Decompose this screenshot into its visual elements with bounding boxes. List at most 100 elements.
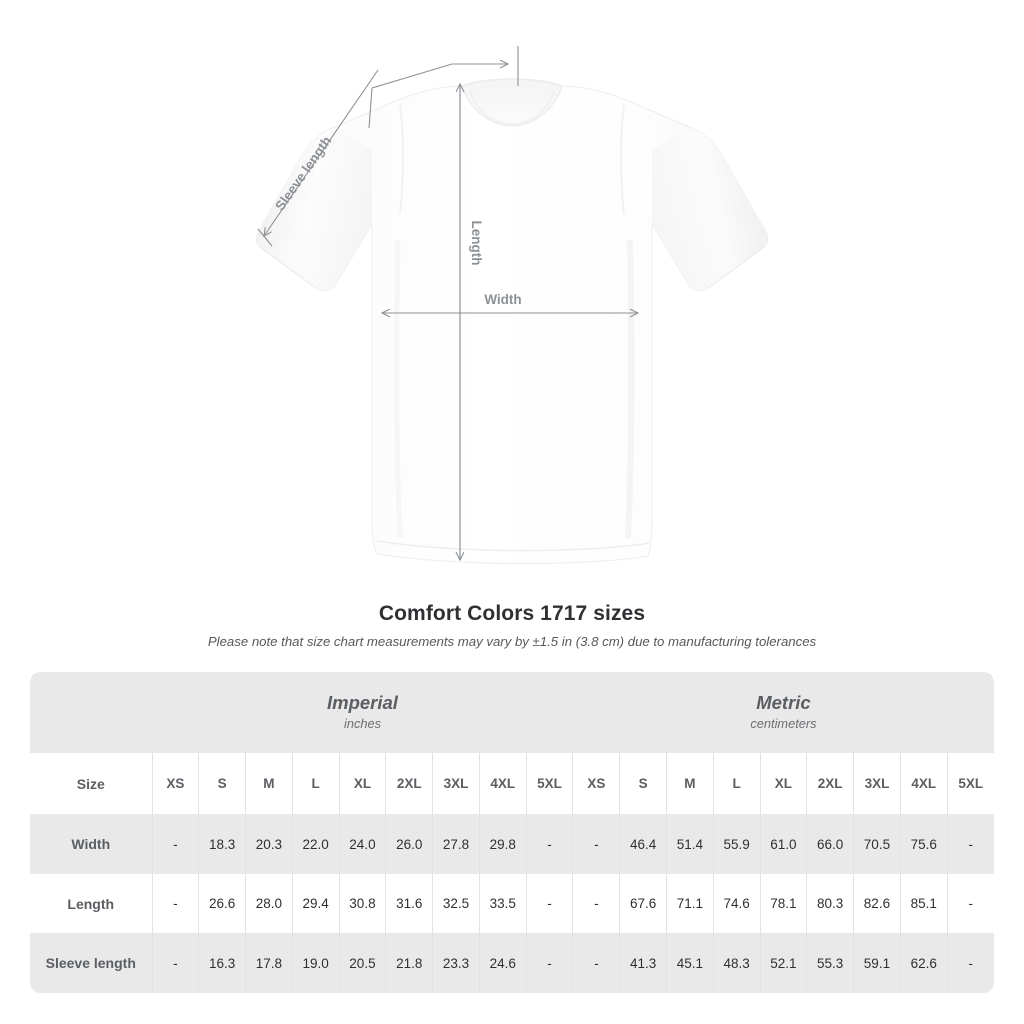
tshirt-right-sleeve xyxy=(652,128,768,291)
right-sleeve-hem xyxy=(707,247,764,289)
cell-sleeve-length-metric-4xl: 62.6 xyxy=(899,933,948,993)
cell-sleeve-length-imperial-3xl: 23.3 xyxy=(432,933,480,993)
size-header-metric-l: L xyxy=(712,753,761,814)
cell-length-metric-xl: 78.1 xyxy=(759,874,807,933)
cell-length-imperial-3xl: 32.5 xyxy=(432,874,480,933)
cell-length-metric-s: 67.6 xyxy=(619,874,667,933)
cell-length-metric-3xl: 82.6 xyxy=(853,874,901,933)
cell-width-imperial-5xl: - xyxy=(525,814,573,874)
cell-length-imperial-2xl: 31.6 xyxy=(385,874,433,933)
cell-sleeve-length-imperial-4xl: 24.6 xyxy=(478,933,527,993)
row-label-sleeve-length: Sleeve length xyxy=(30,933,152,993)
collar-inner-seam xyxy=(469,90,555,125)
cell-sleeve-length-imperial-xs: - xyxy=(151,933,199,993)
size-corner-label: Size xyxy=(30,753,152,814)
cell-width-metric-m: 51.4 xyxy=(666,814,714,874)
cell-width-imperial-xs: - xyxy=(151,814,199,874)
unit-banner-spacer xyxy=(30,672,152,753)
cell-width-imperial-3xl: 27.8 xyxy=(432,814,480,874)
size-header-metric-3xl: 3XL xyxy=(853,753,901,814)
length-label: Length xyxy=(469,221,484,266)
size-header-metric-m: M xyxy=(666,753,714,814)
cell-width-metric-xl: 61.0 xyxy=(759,814,807,874)
cell-width-imperial-s: 18.3 xyxy=(198,814,246,874)
cell-sleeve-length-metric-3xl: 59.1 xyxy=(853,933,901,993)
unit-name: Metric xyxy=(756,692,811,714)
cell-length-imperial-4xl: 33.5 xyxy=(478,874,527,933)
cell-sleeve-length-imperial-xl: 20.5 xyxy=(338,933,386,993)
unit-subtitle: inches xyxy=(343,715,381,731)
measurement-guides xyxy=(257,46,638,560)
table-row: Width -18.3 20.3 22.0 24.0 26.0 27.8 29.8- -46.4… xyxy=(30,814,994,874)
cell-width-metric-xs: - xyxy=(572,814,620,874)
size-header-imperial-5xl: 5XL xyxy=(525,753,573,814)
unit-banner-imperial: Imperial inches xyxy=(152,672,573,753)
unit-banner-row: Imperial inches Metric centimeters xyxy=(30,672,994,753)
measurements-table: Imperial inches Metric centimeters Size XS S M L… xyxy=(30,672,994,993)
tshirt-collar xyxy=(461,78,563,127)
cell-length-imperial-m: 28.0 xyxy=(245,874,293,933)
sleeve-length-arrow xyxy=(264,69,379,236)
cell-length-metric-m: 71.1 xyxy=(666,874,714,933)
cell-length-metric-xs: - xyxy=(572,874,620,933)
cell-width-imperial-xl: 24.0 xyxy=(338,814,386,874)
cell-width-imperial-2xl: 26.0 xyxy=(385,814,433,874)
cell-length-imperial-l: 29.4 xyxy=(291,874,340,933)
cell-sleeve-length-imperial-2xl: 21.8 xyxy=(385,933,433,993)
cell-sleeve-length-metric-xl: 52.1 xyxy=(759,933,807,993)
cell-length-imperial-xs: - xyxy=(151,874,199,933)
cell-width-metric-s: 46.4 xyxy=(619,814,667,874)
cell-sleeve-length-metric-l: 48.3 xyxy=(712,933,761,993)
cell-length-metric-2xl: 80.3 xyxy=(806,874,854,933)
cell-sleeve-length-metric-2xl: 55.3 xyxy=(806,933,854,993)
size-header-metric-xs: XS xyxy=(572,753,620,814)
width-label: Width xyxy=(484,292,521,307)
cell-sleeve-length-imperial-5xl: - xyxy=(525,933,573,993)
body-fold-right xyxy=(625,239,635,539)
size-header-metric-4xl: 4XL xyxy=(899,753,948,814)
cell-width-imperial-l: 22.0 xyxy=(291,814,340,874)
size-header-imperial-4xl: 4XL xyxy=(478,753,527,814)
bottom-hem xyxy=(376,540,650,552)
size-header-imperial-2xl: 2XL xyxy=(385,753,433,814)
cell-sleeve-length-metric-m: 45.1 xyxy=(666,933,714,993)
cell-sleeve-length-imperial-s: 16.3 xyxy=(198,933,246,993)
cell-sleeve-length-metric-xs: - xyxy=(572,933,620,993)
size-header-imperial-xl: XL xyxy=(338,753,386,814)
row-label-width: Width xyxy=(30,814,152,874)
cell-width-imperial-4xl: 29.8 xyxy=(478,814,527,874)
size-header-row: Size XS S M L XL 2XL 3XL 4XL 5XL XS S M L XL 2XL 3XL 4XL 5… xyxy=(30,753,994,814)
product-illustration: Sleeve length Length Width xyxy=(255,46,769,565)
size-header-imperial-s: S xyxy=(198,753,246,814)
size-header-imperial-l: L xyxy=(291,753,340,814)
row-label-length: Length xyxy=(30,874,152,933)
unit-name: Imperial xyxy=(327,692,398,714)
tolerance-note: Please note that size chart measurements… xyxy=(207,634,817,649)
size-header-imperial-xs: XS xyxy=(151,753,199,814)
size-header-metric-5xl: 5XL xyxy=(946,753,994,814)
size-chart-table: Imperial inches Metric centimeters Size XS S M L… xyxy=(30,672,994,993)
cell-width-metric-l: 55.9 xyxy=(712,814,761,874)
cell-width-metric-5xl: - xyxy=(946,814,994,874)
size-header-imperial-3xl: 3XL xyxy=(432,753,480,814)
tshirt-left-sleeve xyxy=(256,128,372,291)
cell-width-metric-4xl: 75.6 xyxy=(899,814,948,874)
tshirt-silhouette xyxy=(255,78,769,565)
cell-length-metric-5xl: - xyxy=(946,874,994,933)
size-header-metric-s: S xyxy=(619,753,667,814)
cell-length-metric-l: 74.6 xyxy=(712,874,761,933)
cell-sleeve-length-metric-s: 41.3 xyxy=(619,933,667,993)
cell-length-imperial-5xl: - xyxy=(525,874,573,933)
cell-width-metric-2xl: 66.0 xyxy=(806,814,854,874)
size-header-metric-xl: XL xyxy=(759,753,807,814)
cell-sleeve-length-metric-5xl: - xyxy=(946,933,994,993)
cell-sleeve-length-imperial-m: 17.8 xyxy=(245,933,293,993)
size-header-metric-2xl: 2XL xyxy=(806,753,854,814)
table-row: Sleeve length -16.3 17.8 19.0 20.5 21.8 23.3 24… xyxy=(30,933,994,993)
left-sleeve-hem xyxy=(260,247,317,289)
sleeve-leader-line xyxy=(368,46,519,129)
unit-subtitle: centimeters xyxy=(750,715,817,731)
left-shoulder-seam xyxy=(399,103,404,215)
right-shoulder-seam xyxy=(620,103,625,215)
